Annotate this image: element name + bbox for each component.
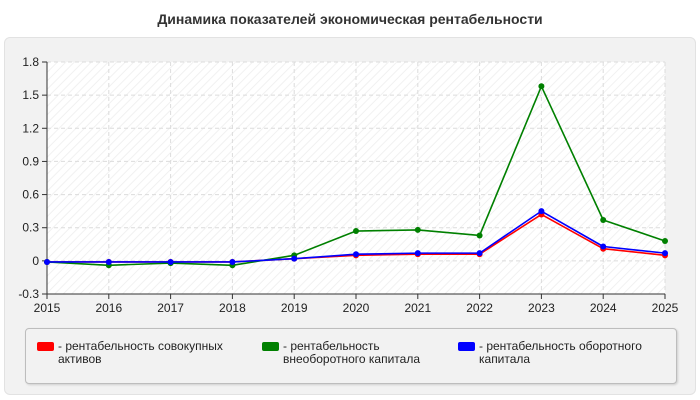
data-point-series-3	[538, 208, 545, 215]
series-lines	[44, 83, 668, 269]
x-tick-label: 2016	[95, 301, 122, 315]
data-point-series-3	[662, 250, 668, 257]
y-tick-label: 0.3	[22, 221, 39, 235]
legend: - рентабельность совокупных активов - ре…	[25, 328, 677, 384]
data-point-series-2	[662, 237, 668, 244]
x-tick-label: 2021	[404, 301, 431, 315]
data-point-series-3	[229, 258, 236, 265]
x-tick-label: 2025	[652, 301, 679, 315]
legend-item-series-3[interactable]: - рентабельность оборотного капитала	[458, 340, 642, 366]
legend-label: - рентабельность совокупных активов	[58, 339, 223, 366]
y-tick-label: 0.6	[22, 188, 39, 202]
data-point-series-2	[476, 232, 483, 239]
data-point-series-3	[291, 255, 298, 262]
x-tick-label: 2022	[466, 301, 493, 315]
y-tick-label: 1.8	[22, 55, 39, 69]
data-point-series-3	[44, 258, 50, 265]
x-tick-label: 2020	[343, 301, 370, 315]
x-tick-label: 2023	[528, 301, 555, 315]
legend-item-series-2[interactable]: - рентабельность внеоборотного капитала	[262, 340, 420, 366]
data-point-series-3	[105, 258, 112, 265]
legend-label: - рентабельность оборотного капитала	[479, 339, 642, 366]
data-point-series-2	[600, 216, 607, 223]
y-tick-label: 1.5	[22, 88, 39, 102]
y-tick-label: -0.3	[18, 287, 39, 301]
y-tick-label: 0.9	[22, 154, 39, 168]
data-point-series-3	[353, 251, 359, 258]
x-tick-label: 2019	[281, 301, 308, 315]
chart-title: Динамика показателей экономическая рента…	[157, 11, 543, 27]
data-point-series-2	[538, 83, 545, 90]
data-point-series-3	[414, 250, 421, 257]
data-point-series-2	[353, 228, 359, 235]
legend-swatch-blue	[458, 342, 475, 351]
legend-swatch-green	[262, 342, 279, 351]
legend-swatch-red	[37, 342, 54, 351]
data-point-series-2	[414, 226, 421, 233]
legend-label: - рентабельность внеоборотного капитала	[283, 339, 420, 366]
data-point-series-3	[167, 258, 174, 265]
x-tick-label: 2018	[219, 301, 246, 315]
legend-item-series-1[interactable]: - рентабельность совокупных активов	[37, 340, 223, 366]
data-point-series-3	[476, 250, 483, 257]
y-tick-label: 1.2	[22, 121, 39, 135]
y-tick-label: 0	[32, 254, 39, 268]
x-tick-label: 2024	[590, 301, 617, 315]
x-tick-label: 2015	[34, 301, 61, 315]
data-point-series-3	[600, 243, 607, 250]
x-tick-label: 2017	[157, 301, 184, 315]
